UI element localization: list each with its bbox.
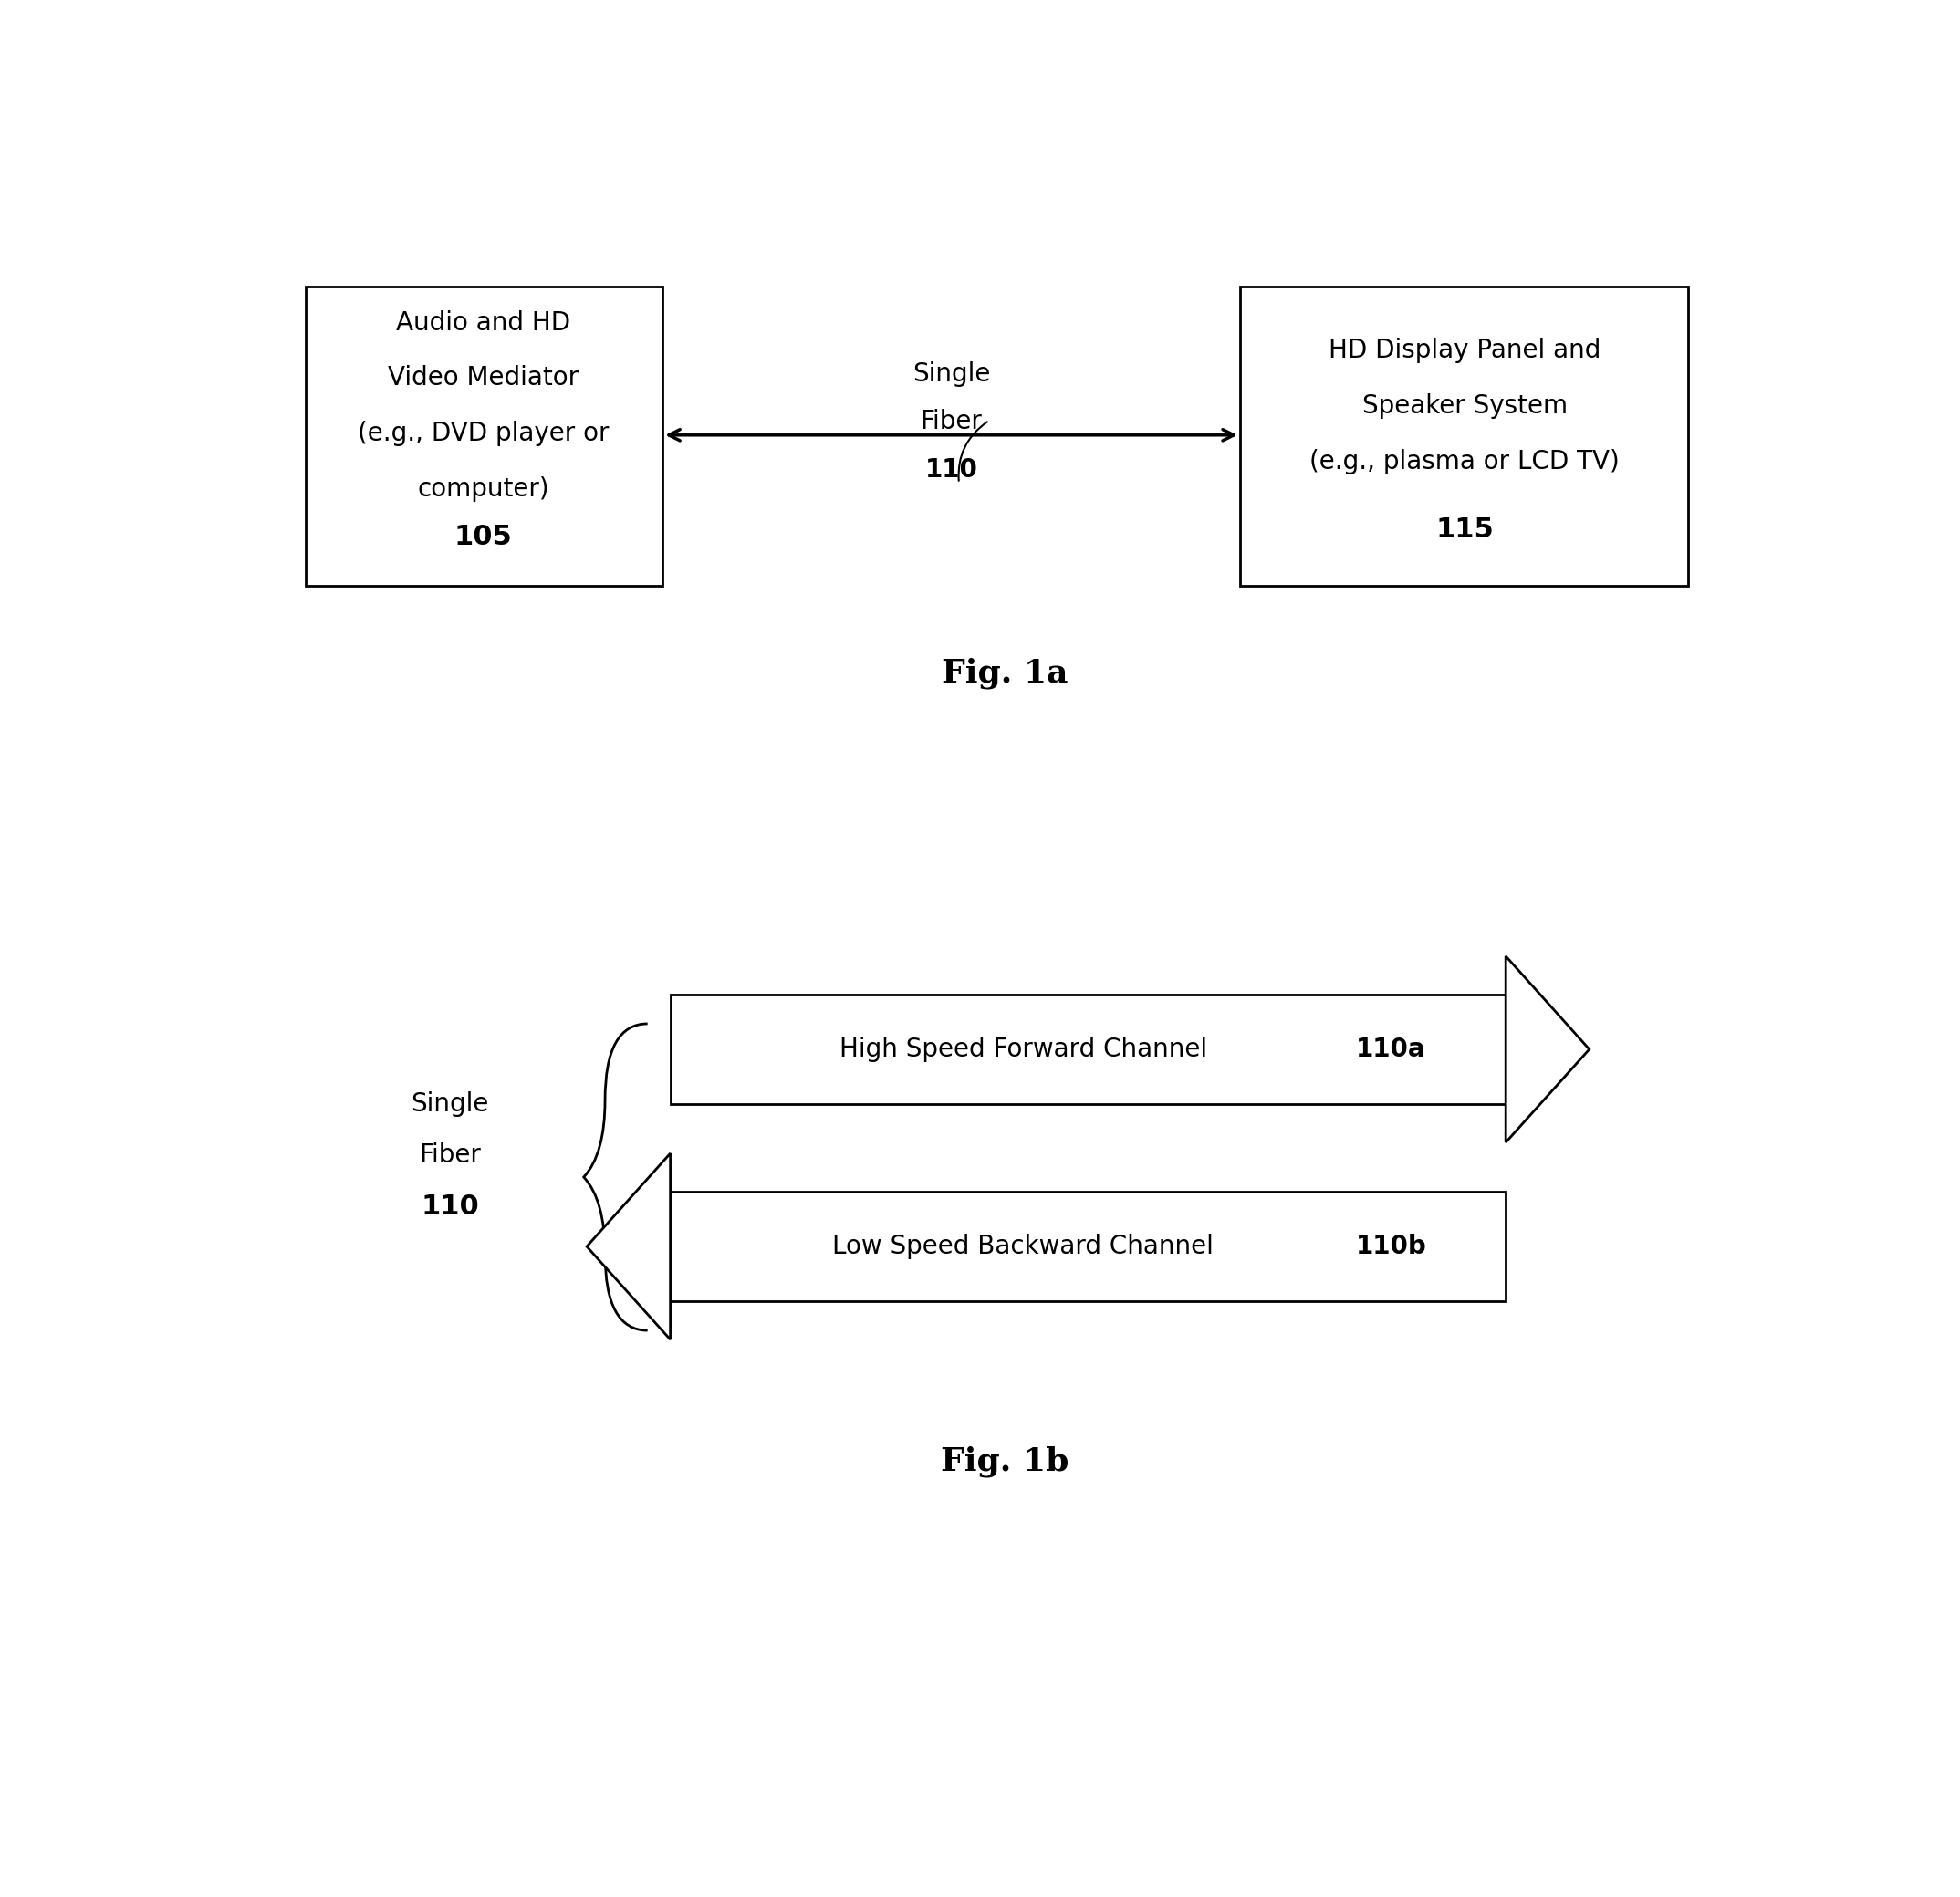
Bar [1241, 286, 1688, 586]
Text: computer): computer) [417, 476, 549, 503]
Text: 115: 115 [1435, 516, 1494, 543]
Text: Video Mediator: Video Mediator [388, 366, 578, 391]
Text: Speaker System: Speaker System [1362, 393, 1568, 419]
Bar [670, 994, 1505, 1104]
Polygon shape [586, 1153, 670, 1339]
Bar [670, 1191, 1505, 1301]
Text: High Speed Forward Channel: High Speed Forward Channel [839, 1036, 1215, 1062]
Text: 110: 110 [421, 1193, 478, 1220]
Text: 110b: 110b [1356, 1233, 1427, 1260]
Text: Low Speed Backward Channel: Low Speed Backward Channel [833, 1233, 1221, 1260]
Text: Fig. 1a: Fig. 1a [941, 658, 1068, 689]
Bar [306, 286, 662, 586]
Text: Audio and HD: Audio and HD [396, 309, 570, 336]
Text: Fiber: Fiber [419, 1142, 480, 1169]
Text: 110a: 110a [1356, 1036, 1427, 1062]
Text: Fig. 1b: Fig. 1b [941, 1446, 1068, 1478]
Text: Fiber: Fiber [921, 410, 982, 434]
Text: HD Display Panel and: HD Display Panel and [1329, 338, 1601, 362]
Text: 110: 110 [925, 457, 978, 484]
Text: (e.g., DVD player or: (e.g., DVD player or [359, 421, 610, 446]
Text: (e.g., plasma or LCD TV): (e.g., plasma or LCD TV) [1309, 448, 1619, 474]
Text: Single: Single [913, 360, 990, 387]
Polygon shape [1505, 956, 1590, 1142]
Text: 105: 105 [455, 524, 514, 550]
Text: Single: Single [412, 1091, 488, 1117]
